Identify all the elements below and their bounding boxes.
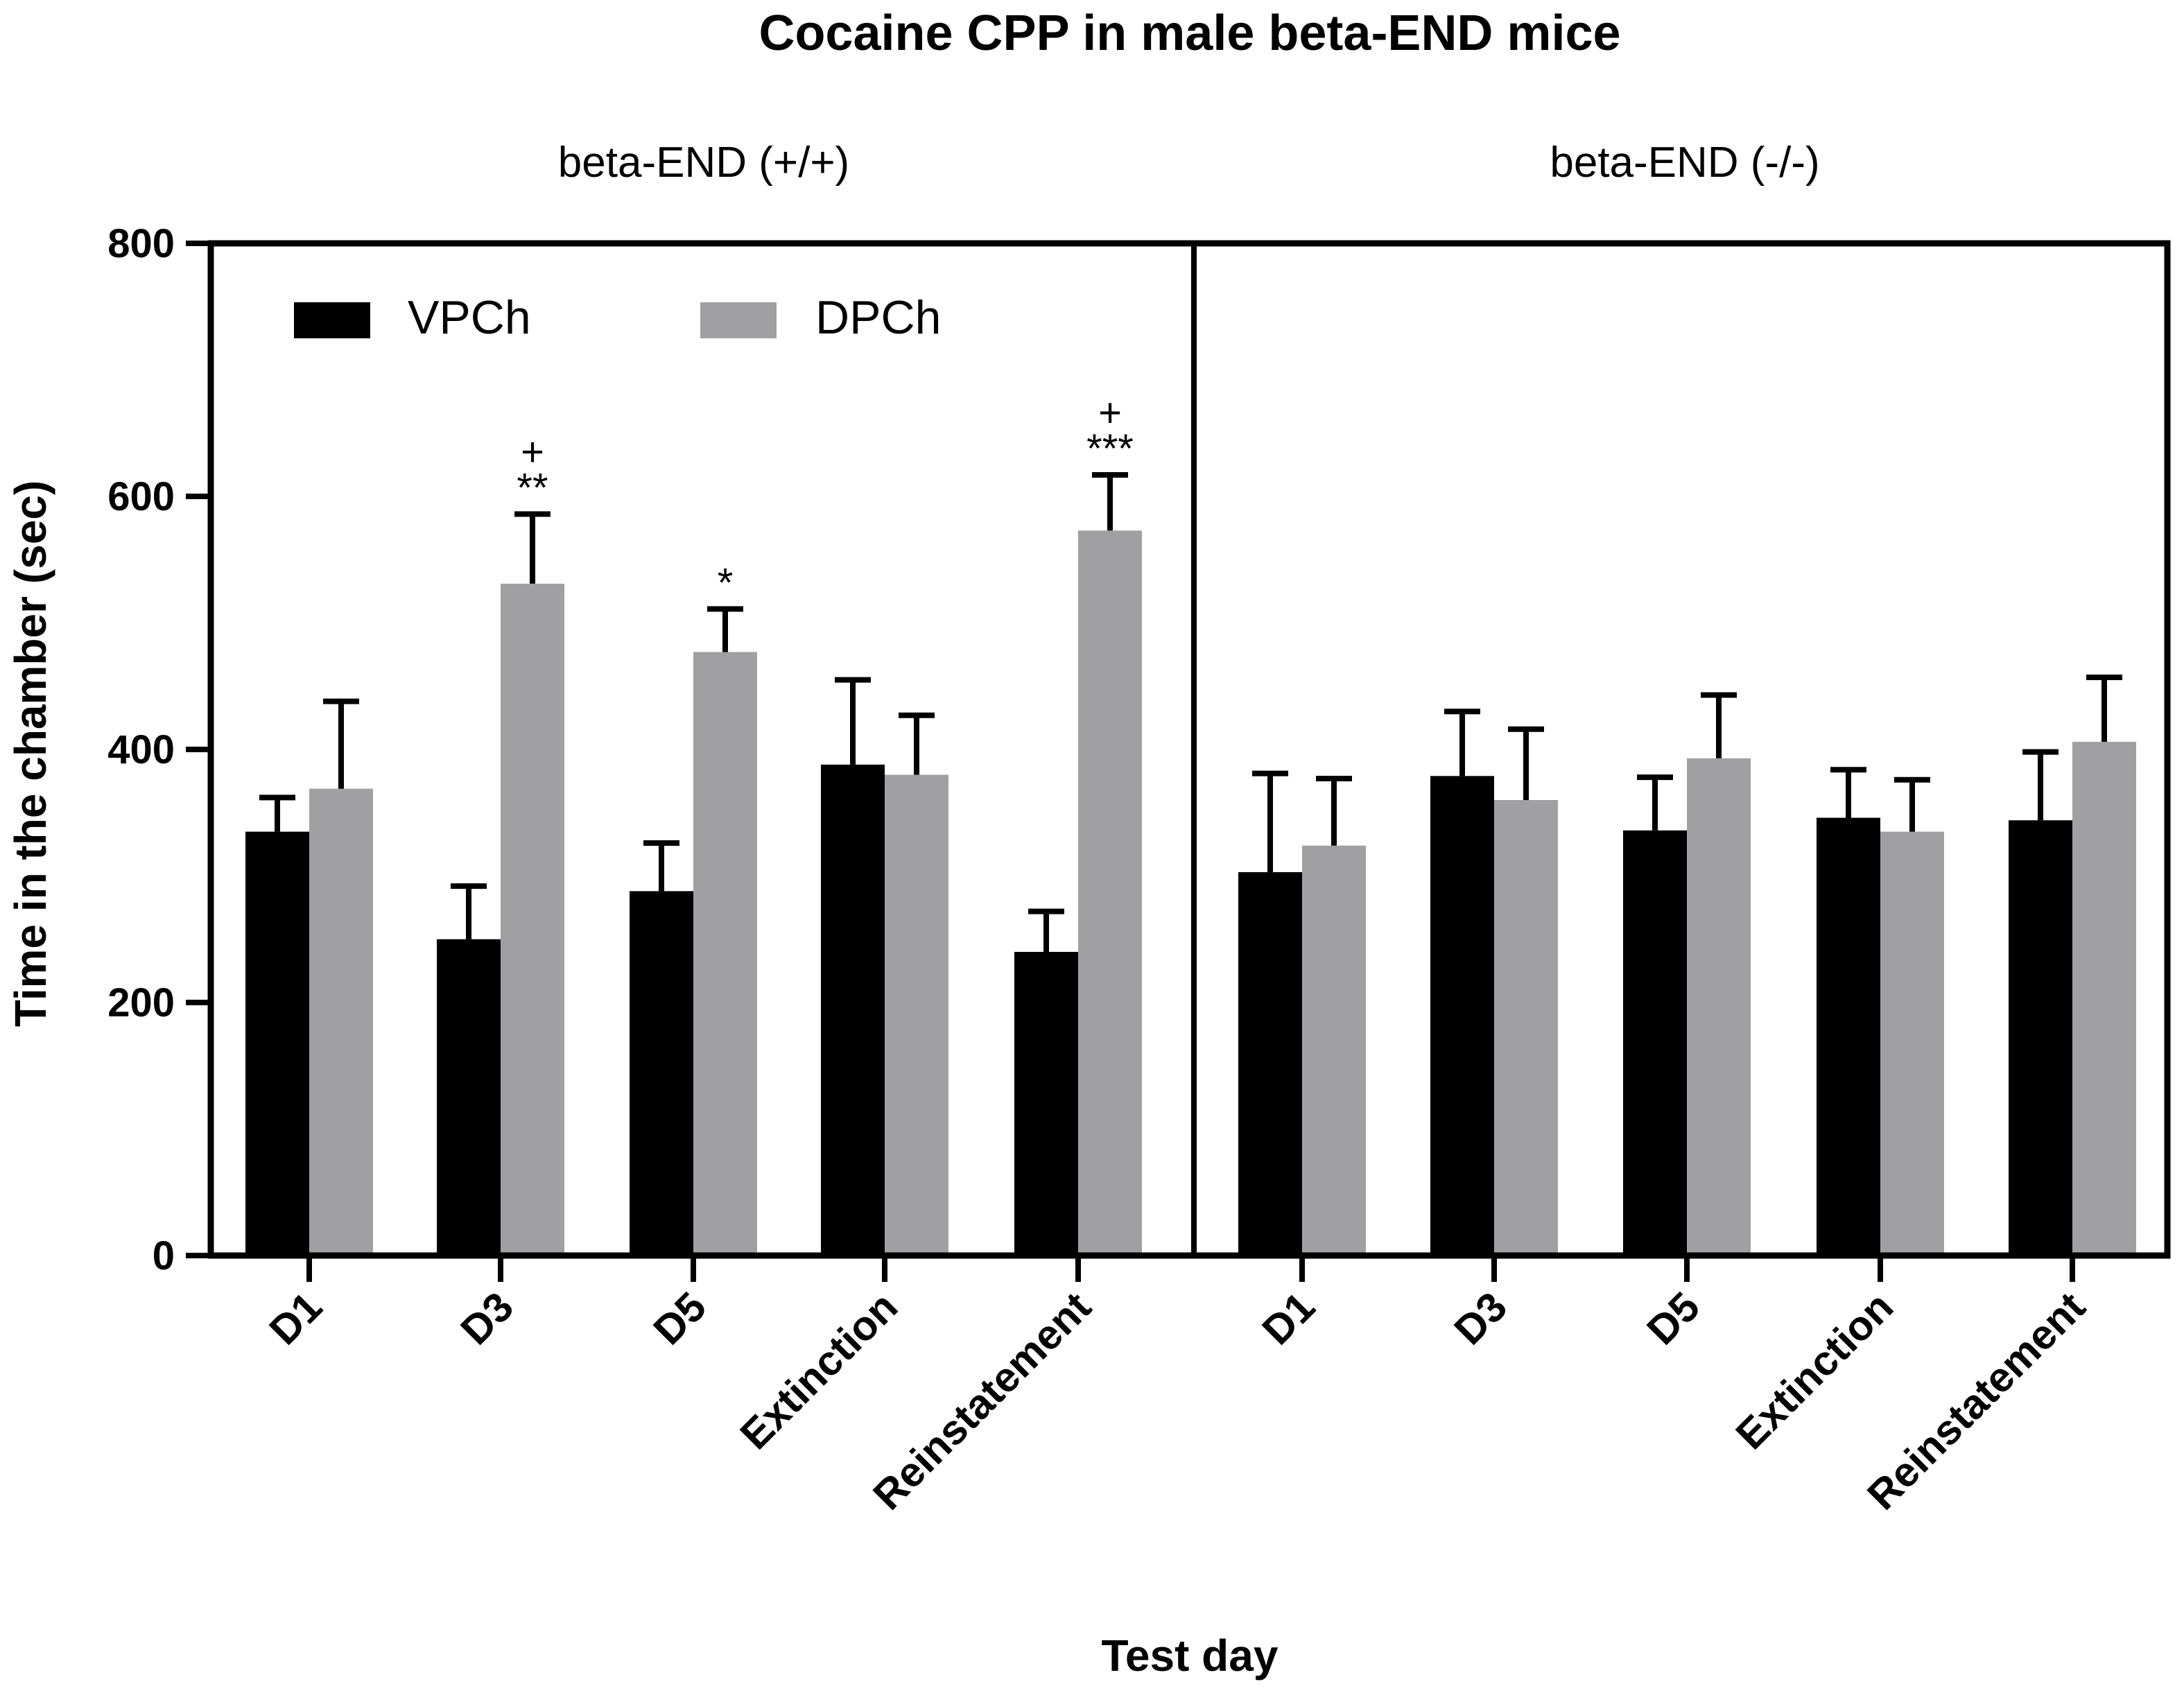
y-tick-label: 400 bbox=[107, 727, 175, 772]
significance-marker: + bbox=[521, 430, 544, 475]
x-tick-label: D1 bbox=[261, 1283, 331, 1354]
y-tick-label: 0 bbox=[153, 1233, 175, 1278]
legend-label-vpch: VPCh bbox=[408, 291, 531, 344]
y-axis: 0 200 400 600 800 bbox=[107, 221, 211, 1278]
y-tick-label: 600 bbox=[107, 474, 175, 519]
significance-marker: + bbox=[1098, 390, 1122, 435]
bar bbox=[1014, 952, 1078, 1256]
chart-title: Cocaine CPP in male beta-END mice bbox=[759, 6, 1620, 61]
bar bbox=[1430, 776, 1494, 1256]
bar bbox=[1302, 845, 1366, 1256]
x-tick-label: D1 bbox=[1254, 1283, 1324, 1354]
bar bbox=[821, 764, 885, 1256]
legend-swatch-vpch bbox=[294, 302, 370, 338]
error-bars-layer bbox=[259, 471, 2122, 952]
y-axis-label: Time in the chamber (sec) bbox=[6, 480, 55, 1027]
bar bbox=[1494, 800, 1558, 1256]
panel-title-wildtype: beta-END (+/+) bbox=[558, 139, 849, 186]
significance-marker: *** bbox=[1086, 426, 1134, 471]
significance-marker: ** bbox=[517, 466, 548, 511]
legend-label-dpch: DPCh bbox=[815, 291, 941, 344]
bar bbox=[693, 652, 757, 1256]
significance-marker: * bbox=[718, 560, 734, 605]
y-tick-label: 200 bbox=[107, 980, 175, 1025]
bar bbox=[245, 831, 309, 1256]
bar bbox=[1078, 530, 1142, 1256]
legend: VPCh DPCh bbox=[294, 291, 941, 344]
bar bbox=[1623, 830, 1687, 1256]
bar bbox=[885, 774, 948, 1256]
bar bbox=[1817, 817, 1880, 1256]
bar bbox=[1687, 758, 1751, 1256]
x-tick-label: D5 bbox=[1638, 1283, 1709, 1354]
legend-swatch-dpch bbox=[700, 302, 777, 338]
bar bbox=[1238, 872, 1302, 1256]
y-tick-label: 800 bbox=[107, 221, 175, 266]
bar bbox=[2009, 820, 2072, 1256]
significance-annotations: +***+*** bbox=[517, 390, 1133, 605]
panel-title-knockout: beta-END (-/-) bbox=[1550, 139, 1819, 186]
x-tick-label: D5 bbox=[645, 1283, 716, 1354]
bar bbox=[501, 583, 564, 1256]
bar bbox=[630, 891, 693, 1256]
x-tick-label: D3 bbox=[452, 1283, 523, 1354]
bar bbox=[309, 788, 373, 1256]
x-axis-label: Test day bbox=[1102, 1631, 1279, 1681]
bar bbox=[437, 939, 501, 1256]
bar bbox=[1880, 831, 1944, 1256]
x-tick-label: Extinction bbox=[1727, 1283, 1902, 1458]
bars-layer bbox=[245, 530, 2136, 1256]
x-tick-label: Extinction bbox=[731, 1283, 906, 1458]
bar bbox=[2072, 742, 2136, 1256]
x-tick-label: D3 bbox=[1446, 1283, 1516, 1354]
